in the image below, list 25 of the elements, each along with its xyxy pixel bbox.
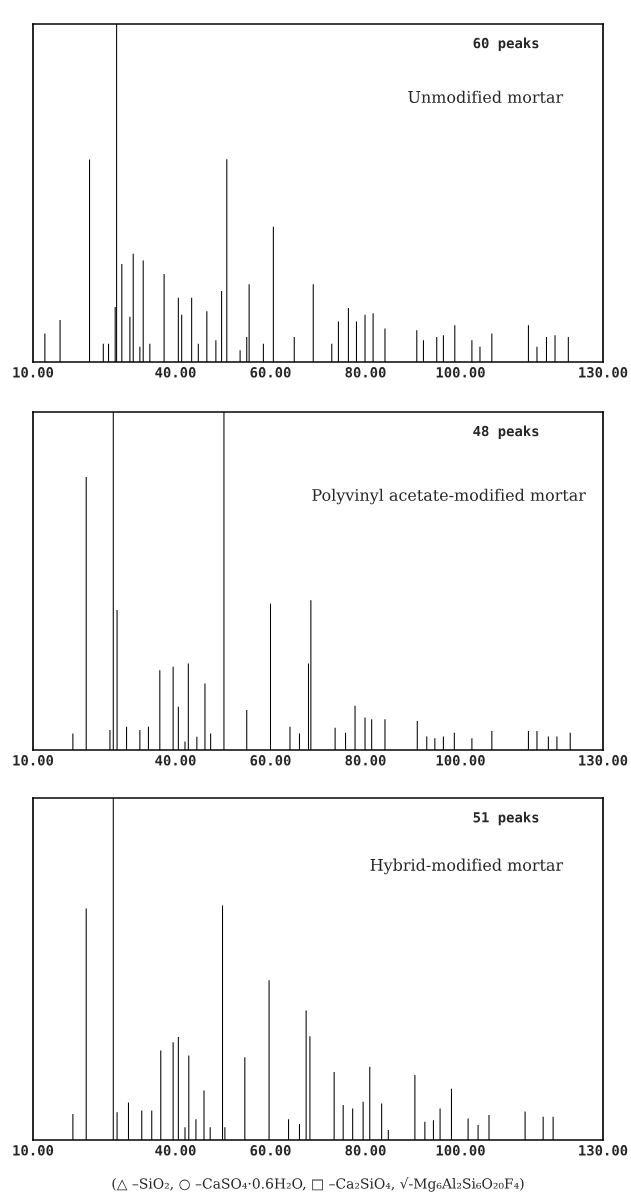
x-tick-label: 60.00 (250, 367, 291, 378)
x-tick-label: 60.00 (250, 755, 291, 766)
x-tick-label: 80.00 (345, 755, 386, 766)
annotation: Unmodified mortar (408, 90, 564, 103)
annotation: 48 peaks (473, 425, 539, 439)
x-tick-label: 100.00 (436, 1145, 485, 1156)
annotation: 60 peaks (473, 37, 539, 51)
x-tick-label: 10.00 (13, 1145, 54, 1156)
x-tick-label: 130.00 (579, 1145, 628, 1156)
annotation: Hybrid-modified mortar (370, 858, 564, 875)
x-tick-label: 80.00 (345, 367, 386, 378)
x-tick-label: 100.00 (436, 755, 485, 766)
annotation: 51 peaks (473, 811, 539, 826)
x-tick-label: 40.00 (155, 1145, 196, 1156)
x-tick-label: 40.00 (155, 755, 196, 766)
x-tick-label: 40.00 (155, 367, 196, 378)
x-tick-label: 60.00 (250, 1145, 291, 1156)
x-tick-label: 80.00 (345, 1145, 386, 1156)
x-tick-label: 10.00 (13, 367, 54, 378)
annotation: Polyvinyl acetate-modified mortar (312, 488, 586, 505)
text: (△ –SiO₂, ○ –CaSO₄·0.6H₂O, □ –Ca₂SiO₄, √-Mg₆Al₂Si₆O₂₀F₄) (112, 1177, 524, 1192)
x-tick-label: 10.00 (13, 755, 54, 766)
x-tick-label: 130.00 (579, 755, 628, 766)
x-tick-label: 130.00 (579, 367, 628, 378)
x-tick-label: 100.00 (436, 367, 485, 378)
